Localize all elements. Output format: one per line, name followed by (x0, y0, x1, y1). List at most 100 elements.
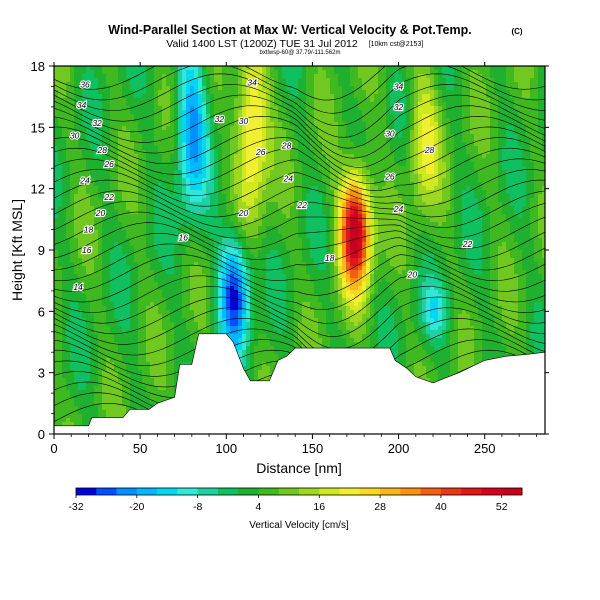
velocity-cell (110, 122, 115, 127)
velocity-cell (186, 186, 191, 191)
velocity-cell (222, 174, 227, 179)
velocity-cell (142, 242, 147, 247)
velocity-cell (78, 326, 83, 331)
velocity-cell (226, 66, 231, 71)
velocity-cell (174, 382, 179, 387)
velocity-cell (238, 338, 243, 343)
velocity-cell (58, 118, 63, 123)
velocity-cell (130, 218, 135, 223)
velocity-cell (266, 146, 271, 151)
velocity-cell (74, 326, 79, 331)
velocity-cell (210, 218, 215, 223)
velocity-cell (190, 294, 195, 299)
velocity-cell (146, 338, 151, 343)
velocity-cell (262, 378, 267, 383)
velocity-cell (230, 238, 235, 243)
velocity-cell (102, 386, 107, 391)
velocity-cell (70, 222, 75, 227)
velocity-cell (218, 274, 223, 279)
velocity-cell (166, 138, 171, 143)
velocity-cell (214, 126, 219, 131)
velocity-cell (170, 342, 175, 347)
velocity-cell (214, 302, 219, 307)
velocity-cell (202, 138, 207, 143)
velocity-cell (198, 90, 203, 95)
velocity-cell (170, 86, 175, 91)
velocity-cell (250, 330, 255, 335)
velocity-cell (94, 326, 99, 331)
chart-subtitle: Valid 1400 LST (1200Z) TUE 31 Jul 2012 (166, 38, 358, 50)
velocity-cell (254, 366, 259, 371)
velocity-cell (182, 94, 187, 99)
velocity-cell (194, 262, 199, 267)
velocity-cell (230, 66, 235, 71)
velocity-cell (214, 230, 219, 235)
velocity-cell (226, 270, 231, 275)
velocity-cell (146, 310, 151, 315)
velocity-cell (186, 262, 191, 267)
velocity-cell (134, 166, 139, 171)
velocity-cell (122, 138, 127, 143)
velocity-cell (230, 282, 235, 287)
velocity-cell (254, 182, 259, 187)
velocity-cell (110, 258, 115, 263)
velocity-cell (202, 266, 207, 271)
velocity-cell (190, 334, 195, 339)
velocity-cell (162, 318, 167, 323)
velocity-cell (66, 326, 71, 331)
velocity-cell (234, 278, 239, 283)
velocity-cell (118, 350, 123, 355)
velocity-cell (138, 270, 143, 275)
velocity-cell (270, 142, 275, 147)
velocity-cell (246, 90, 251, 95)
velocity-cell (94, 266, 99, 271)
velocity-cell (178, 146, 183, 151)
velocity-cell (234, 78, 239, 83)
velocity-cell (166, 326, 171, 331)
velocity-cell (142, 314, 147, 319)
velocity-cell (234, 262, 239, 267)
velocity-cell (70, 98, 75, 103)
velocity-cell (66, 94, 71, 99)
velocity-cell (54, 166, 59, 171)
velocity-cell (210, 186, 215, 191)
velocity-cell (122, 158, 127, 163)
velocity-cell (218, 282, 223, 287)
velocity-cell (266, 274, 271, 279)
velocity-cell (242, 174, 247, 179)
velocity-cell (86, 278, 91, 283)
velocity-cell (258, 226, 263, 231)
velocity-cell (242, 118, 247, 123)
velocity-cell (58, 350, 63, 355)
velocity-cell (118, 230, 123, 235)
velocity-cell (138, 66, 143, 71)
velocity-cell (254, 66, 259, 71)
velocity-cell (98, 98, 103, 103)
velocity-cell (114, 186, 119, 191)
velocity-cell (226, 150, 231, 155)
velocity-cell (98, 394, 103, 399)
velocity-cell (66, 398, 71, 403)
velocity-cell (122, 394, 127, 399)
velocity-cell (238, 82, 243, 87)
velocity-cell (214, 74, 219, 79)
velocity-cell (170, 174, 175, 179)
velocity-cell (246, 142, 251, 147)
velocity-cell (62, 114, 67, 119)
velocity-cell (266, 266, 271, 271)
velocity-cell (150, 250, 155, 255)
velocity-cell (58, 74, 63, 79)
velocity-cell (190, 306, 195, 311)
velocity-cell (246, 330, 251, 335)
velocity-cell (266, 326, 271, 331)
velocity-cell (154, 310, 159, 315)
velocity-cell (86, 330, 91, 335)
velocity-cell (218, 314, 223, 319)
velocity-cell (134, 78, 139, 83)
velocity-cell (142, 306, 147, 311)
velocity-cell (174, 222, 179, 227)
velocity-cell (78, 270, 83, 275)
velocity-cell (78, 338, 83, 343)
velocity-cell (222, 242, 227, 247)
velocity-cell (258, 190, 263, 195)
